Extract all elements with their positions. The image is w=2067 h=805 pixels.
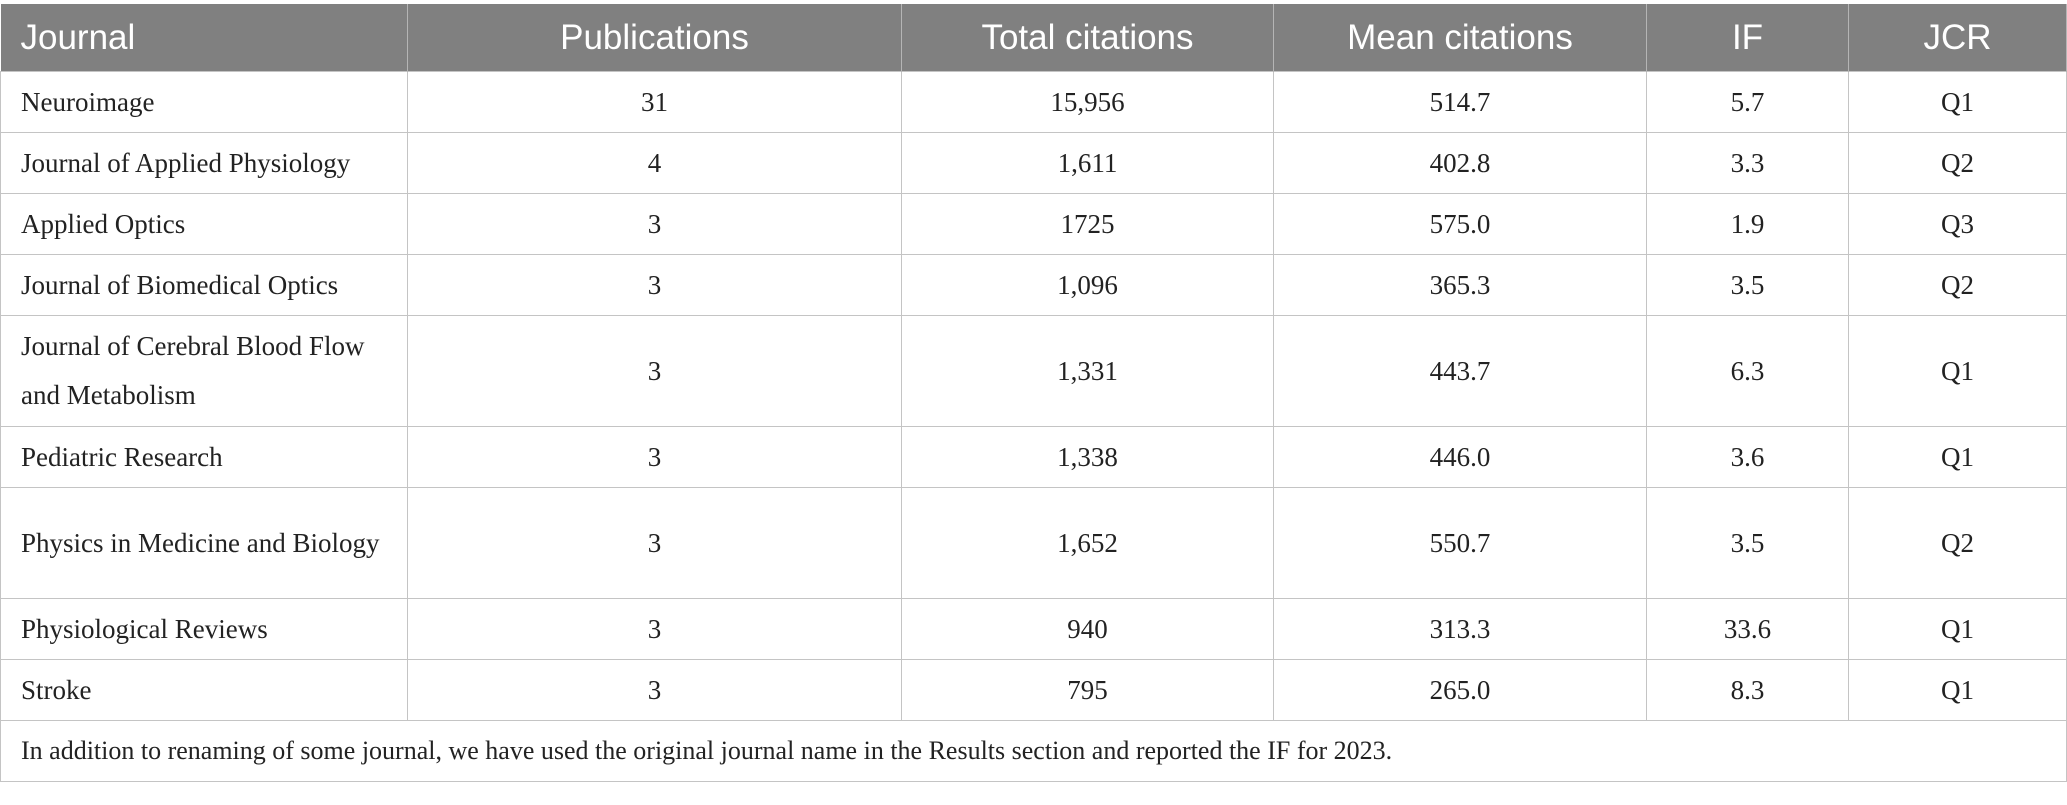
cell-journal: Physiological Reviews (0, 598, 408, 660)
cell-publications: 31 (407, 71, 902, 133)
cell-mean-citations: 575.0 (1273, 193, 1647, 255)
cell-mean-citations: 514.7 (1273, 71, 1647, 133)
cell-mean-citations: 265.0 (1273, 659, 1647, 721)
table-row: Pediatric Research 3 1,338 446.0 3.6 Q1 (0, 426, 2067, 488)
cell-total-citations: 940 (901, 598, 1274, 660)
cell-journal: Applied Optics (0, 193, 408, 255)
cell-mean-citations: 313.3 (1273, 598, 1647, 660)
cell-mean-citations: 365.3 (1273, 254, 1647, 316)
cell-publications: 3 (407, 315, 902, 427)
table-header-row: Journal Publications Total citations Mea… (0, 4, 2067, 72)
header-jcr: JCR (1848, 4, 2067, 72)
cell-jcr: Q1 (1848, 315, 2067, 427)
cell-if: 8.3 (1646, 659, 1849, 721)
table-footnote-row: In addition to renaming of some journal,… (0, 720, 2067, 782)
table-row: Journal of Applied Physiology 4 1,611 40… (0, 132, 2067, 194)
cell-total-citations: 1,611 (901, 132, 1274, 194)
cell-jcr: Q2 (1848, 487, 2067, 599)
cell-if: 3.6 (1646, 426, 1849, 488)
cell-publications: 3 (407, 487, 902, 599)
cell-jcr: Q2 (1848, 132, 2067, 194)
cell-publications: 3 (407, 659, 902, 721)
cell-jcr: Q1 (1848, 659, 2067, 721)
cell-journal: Journal of Cerebral Blood Flow and Metab… (0, 315, 408, 427)
cell-publications: 3 (407, 426, 902, 488)
cell-mean-citations: 443.7 (1273, 315, 1647, 427)
cell-total-citations: 795 (901, 659, 1274, 721)
cell-mean-citations: 446.0 (1273, 426, 1647, 488)
table-row: Physiological Reviews 3 940 313.3 33.6 Q… (0, 598, 2067, 660)
header-mean-citations: Mean citations (1273, 4, 1647, 72)
cell-journal: Stroke (0, 659, 408, 721)
cell-jcr: Q1 (1848, 71, 2067, 133)
header-publications: Publications (407, 4, 902, 72)
cell-publications: 3 (407, 254, 902, 316)
cell-publications: 3 (407, 193, 902, 255)
cell-total-citations: 1,338 (901, 426, 1274, 488)
cell-publications: 3 (407, 598, 902, 660)
table-row: Stroke 3 795 265.0 8.3 Q1 (0, 659, 2067, 721)
cell-total-citations: 1725 (901, 193, 1274, 255)
cell-if: 6.3 (1646, 315, 1849, 427)
cell-mean-citations: 550.7 (1273, 487, 1647, 599)
table-row: Journal of Biomedical Optics 3 1,096 365… (0, 254, 2067, 316)
journal-table: Journal Publications Total citations Mea… (0, 4, 2067, 782)
header-journal: Journal (0, 4, 408, 72)
cell-mean-citations: 402.8 (1273, 132, 1647, 194)
cell-total-citations: 15,956 (901, 71, 1274, 133)
cell-if: 3.5 (1646, 254, 1849, 316)
cell-total-citations: 1,652 (901, 487, 1274, 599)
cell-journal: Pediatric Research (0, 426, 408, 488)
cell-journal: Journal of Biomedical Optics (0, 254, 408, 316)
journal-table-container: Journal Publications Total citations Mea… (0, 4, 2067, 782)
table-row: Journal of Cerebral Blood Flow and Metab… (0, 315, 2067, 427)
cell-journal: Neuroimage (0, 71, 408, 133)
cell-journal: Journal of Applied Physiology (0, 132, 408, 194)
cell-jcr: Q2 (1848, 254, 2067, 316)
cell-jcr: Q1 (1848, 598, 2067, 660)
cell-publications: 4 (407, 132, 902, 194)
cell-if: 5.7 (1646, 71, 1849, 133)
cell-if: 3.5 (1646, 487, 1849, 599)
cell-if: 33.6 (1646, 598, 1849, 660)
cell-if: 3.3 (1646, 132, 1849, 194)
header-if: IF (1646, 4, 1849, 72)
cell-if: 1.9 (1646, 193, 1849, 255)
table-row: Applied Optics 3 1725 575.0 1.9 Q3 (0, 193, 2067, 255)
table-row: Neuroimage 31 15,956 514.7 5.7 Q1 (0, 71, 2067, 133)
header-total-citations: Total citations (901, 4, 1274, 72)
table-footnote: In addition to renaming of some journal,… (0, 720, 2067, 782)
cell-jcr: Q1 (1848, 426, 2067, 488)
cell-journal: Physics in Medicine and Biology (0, 487, 408, 599)
cell-jcr: Q3 (1848, 193, 2067, 255)
table-row: Physics in Medicine and Biology 3 1,652 … (0, 487, 2067, 599)
cell-total-citations: 1,331 (901, 315, 1274, 427)
cell-total-citations: 1,096 (901, 254, 1274, 316)
